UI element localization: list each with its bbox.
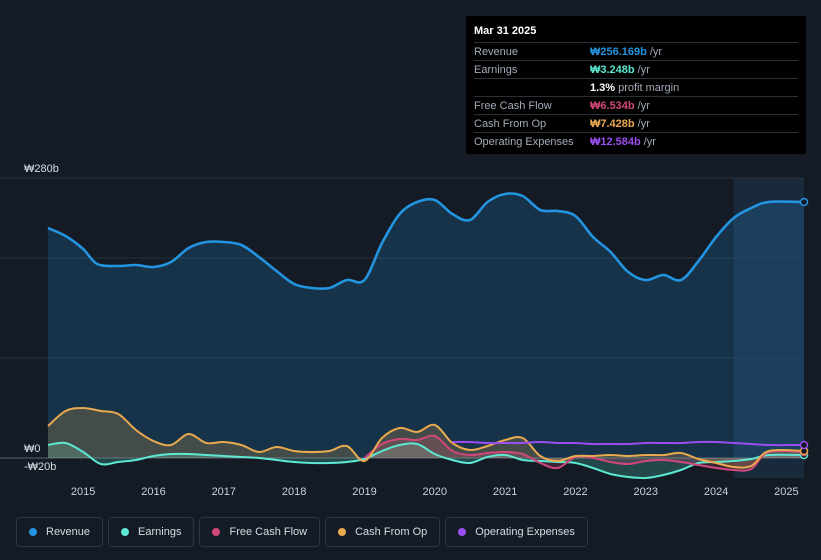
tooltip-unit: profit margin	[618, 81, 680, 94]
legend-label: Revenue	[46, 526, 91, 538]
tooltip-unit: /yr	[649, 45, 663, 58]
x-tick-label: 2025	[774, 486, 798, 498]
legend-label: Cash From Op	[355, 526, 428, 538]
operating-expenses-line	[452, 440, 805, 447]
revenue-line	[47, 192, 805, 291]
legend-cash-from-op-toggle[interactable]: Cash From Op	[325, 517, 441, 547]
x-tick-label: 2020	[423, 486, 447, 498]
cash-from-op-line	[47, 407, 805, 469]
legend-label: Earnings	[138, 526, 182, 538]
x-tick-label: 2019	[352, 486, 376, 498]
tooltip-unit: /yr	[643, 135, 656, 148]
tooltip-panel: Mar 31 2025 Revenue ₩256.169b /yr Earnin…	[466, 16, 806, 154]
tooltip-label: Earnings	[474, 63, 518, 76]
tooltip-row-operating-expenses: Operating Expenses ₩12.584b /yr	[474, 133, 798, 150]
legend-dot-icon	[212, 528, 221, 536]
tooltip-unit: /yr	[637, 99, 650, 112]
x-tick-label: 2024	[704, 486, 728, 498]
legend-earnings-toggle[interactable]: Earnings	[108, 517, 195, 547]
tooltip-unit: /yr	[637, 63, 650, 76]
y-tick-label: ₩280b	[24, 163, 59, 175]
x-tick-label: 2018	[282, 486, 306, 498]
forecast-shade-region	[733, 178, 804, 478]
tooltip-label: Operating Expenses	[474, 135, 574, 148]
series-lines	[47, 192, 805, 480]
tooltip-value: ₩6.534b	[590, 99, 635, 112]
tooltip-unit: /yr	[637, 117, 650, 130]
tooltip-row-earnings: Earnings ₩3.248b /yr	[474, 61, 798, 79]
legend-dot-icon	[458, 528, 467, 536]
series-areas	[48, 193, 804, 479]
y-axis-labels: ₩280b ₩0 -₩20b	[24, 163, 59, 473]
revenue-area	[48, 193, 804, 458]
legend-label: Operating Expenses	[475, 526, 575, 538]
earnings-line	[47, 441, 805, 480]
operating-expenses-end-marker	[799, 440, 809, 450]
tooltip-row-free-cash-flow: Free Cash Flow ₩6.534b /yr	[474, 97, 798, 115]
legend-dot-icon	[338, 528, 347, 536]
chart-legend: Revenue Earnings Free Cash Flow Cash Fro…	[16, 517, 588, 547]
tooltip-row-revenue: Revenue ₩256.169b /yr	[474, 43, 798, 61]
legend-free-cash-flow-toggle[interactable]: Free Cash Flow	[199, 517, 321, 547]
x-tick-label: 2015	[71, 486, 95, 498]
gridlines	[0, 177, 804, 459]
tooltip-date: Mar 31 2025	[474, 22, 798, 43]
legend-dot-icon	[29, 528, 37, 536]
tooltip-label: Revenue	[474, 45, 519, 58]
y-tick-label: ₩0	[24, 443, 41, 455]
earnings-area	[48, 442, 804, 479]
tooltip-label: Free Cash Flow	[474, 99, 552, 112]
legend-label: Free Cash Flow	[229, 526, 308, 538]
tooltip-value: ₩7.428b	[590, 117, 635, 130]
x-tick-label: 2017	[212, 486, 236, 498]
x-tick-label: 2016	[141, 486, 165, 498]
x-axis-labels: 2015 2016 2017 2018 2019 2020 2021 2022 2023 2024…	[71, 486, 799, 498]
x-tick-label: 2022	[563, 486, 587, 498]
x-tick-label: 2023	[634, 486, 658, 498]
y-tick-label: -₩20b	[24, 461, 56, 473]
tooltip-value: 1.3%	[590, 81, 616, 94]
x-tick-label: 2021	[493, 486, 517, 498]
free-cash-flow-area	[364, 435, 804, 471]
legend-operating-expenses-toggle[interactable]: Operating Expenses	[445, 517, 588, 547]
tooltip-value: ₩12.584b	[590, 135, 641, 148]
legend-dot-icon	[121, 528, 130, 536]
tooltip-value: ₩3.248b	[590, 63, 635, 76]
revenue-end-marker	[799, 197, 809, 207]
tooltip-row-cash-from-op: Cash From Op ₩7.428b /yr	[474, 115, 798, 133]
legend-revenue-toggle[interactable]: Revenue	[16, 517, 104, 547]
tooltip-label: Cash From Op	[474, 117, 547, 130]
end-markers	[799, 197, 809, 460]
tooltip-value: ₩256.169b	[590, 45, 647, 58]
tooltip-row-profit-margin: 1.3% profit margin	[474, 79, 798, 97]
